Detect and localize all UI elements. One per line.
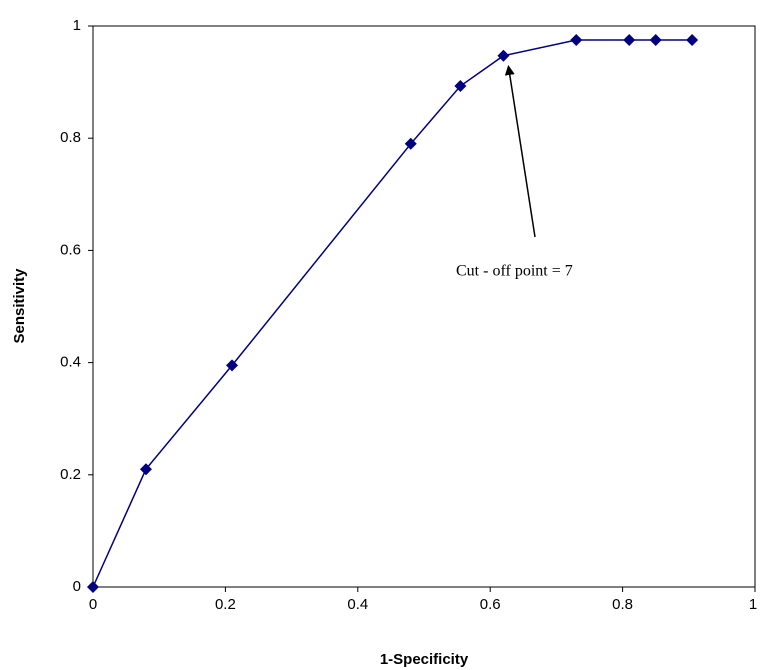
y-tick-label: 0.6	[60, 241, 81, 258]
marker	[139, 463, 152, 476]
annotation: Cut - off point = 7	[456, 263, 573, 280]
marker	[686, 34, 699, 47]
annotation-arrow	[504, 65, 536, 238]
x-axis-title: 1-Specificity	[380, 651, 469, 668]
plot-area	[92, 25, 756, 588]
y-axis-title: Sensitivity	[11, 268, 28, 344]
marker	[226, 359, 239, 372]
x-tick-label: 0.2	[215, 596, 236, 613]
x-tick-label: 1	[749, 596, 757, 613]
marker	[497, 49, 510, 62]
line	[92, 39, 693, 588]
y-tick-label: 0.8	[60, 129, 81, 146]
marker	[87, 581, 99, 593]
y-tick-label: 0.4	[60, 354, 81, 371]
y-tick-label: 0.2	[60, 466, 81, 483]
x-tick-label: 0.4	[347, 596, 368, 613]
y-tick-label: 0	[73, 578, 81, 595]
x-tick-label: 0	[89, 596, 97, 613]
marker	[649, 34, 662, 47]
y-tick-label: 1	[73, 17, 81, 34]
marker	[623, 34, 636, 47]
x-tick-label: 0.8	[612, 596, 633, 613]
marker	[570, 34, 583, 47]
x-tick-label: 0.6	[480, 596, 501, 613]
marker	[454, 80, 467, 93]
marker	[404, 137, 417, 150]
